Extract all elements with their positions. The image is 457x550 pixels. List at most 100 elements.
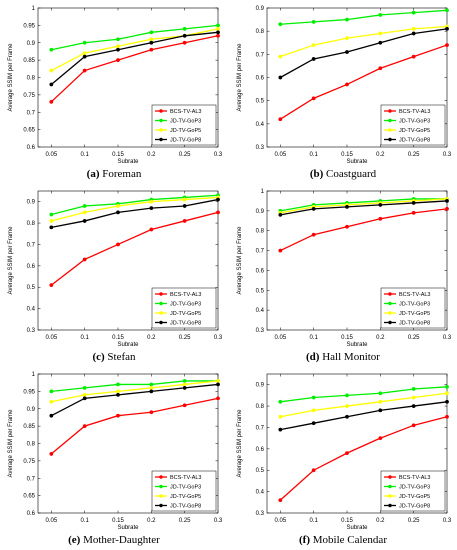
series-line-JD-TV-GoP8 — [50, 31, 219, 85]
chart-panel-1: 0.05 0.1 0.15 0.2 0.25 0.3 0.3 0.4 0.5 0.6 0.7 0.8 0… — [229, 0, 457, 183]
legend-label: JD-TV-GoP8 — [170, 504, 201, 510]
chart-svg: 0.05 0.1 0.15 0.2 0.25 0.3 0.3 0.4 0.5 0.6 0.7 0.8 0… — [237, 189, 452, 348]
series-line-BCS-TV-AL3 — [279, 44, 448, 120]
legend: BCS-TV-AL3 JD-TV-GoP3 JD-TV-GoP5 JD-TV-GoP8 — [151, 287, 217, 329]
data-point — [445, 391, 449, 396]
y-tick-label: 0.9 — [256, 6, 265, 12]
legend-marker — [159, 475, 163, 479]
data-point — [411, 395, 416, 400]
figure-caption: (d) Hall Monitor — [229, 351, 457, 363]
data-point — [149, 206, 154, 211]
data-point — [49, 212, 54, 217]
legend-marker — [159, 292, 163, 296]
data-point — [49, 47, 54, 52]
data-point — [378, 436, 383, 441]
y-tick-label: 0.4 — [256, 122, 265, 128]
x-axis-label: Subrate — [346, 525, 368, 531]
data-point — [278, 54, 283, 59]
caption-letter: (b) — [309, 168, 324, 180]
data-point — [82, 68, 87, 73]
legend-marker — [388, 137, 392, 142]
legend-marker — [388, 503, 392, 508]
data-point — [116, 204, 120, 208]
data-point — [445, 8, 449, 13]
y-tick-label: 0.5 — [27, 285, 36, 291]
x-tick-label: 0.15 — [112, 152, 124, 158]
legend-label: JD-TV-GoP8 — [399, 321, 430, 327]
data-point — [116, 58, 120, 63]
caption-letter: (f) — [299, 534, 310, 546]
y-tick-label: 0.5 — [256, 99, 265, 105]
data-point — [49, 82, 54, 87]
x-tick-label: 0.3 — [214, 152, 223, 158]
legend-marker — [388, 118, 392, 123]
data-point — [378, 391, 383, 396]
legend-marker — [388, 494, 392, 498]
chart-svg: 0.05 0.1 0.15 0.2 0.25 0.3 0.3 0.4 0.5 0.6 0.7 0.8 0… — [237, 6, 452, 165]
data-point — [216, 26, 220, 31]
data-point — [49, 283, 54, 288]
data-point — [149, 410, 154, 415]
legend: BCS-TV-AL3 JD-TV-GoP3 JD-TV-GoP5 JD-TV-GoP8 — [380, 470, 446, 512]
caption-title: Mobile Calendar — [312, 534, 387, 546]
data-point — [149, 37, 154, 42]
data-point — [378, 216, 383, 221]
data-point — [49, 225, 54, 230]
x-tick-label: 0.3 — [214, 518, 223, 524]
y-tick-label: 0.7 — [256, 249, 265, 255]
data-point — [216, 30, 220, 35]
data-point — [149, 385, 154, 390]
series-line-JD-TV-GoP3 — [280, 198, 447, 212]
series-line-JD-TV-GoP3 — [280, 9, 448, 25]
caption-title: Mother-Daughter — [83, 534, 160, 546]
chart-panel-5: 0.05 0.1 0.15 0.2 0.25 0.3 0.3 0.4 0.5 0.6 0.7 0.8 0… — [229, 366, 457, 549]
data-point — [411, 423, 416, 428]
y-tick-label: 0.7 — [27, 476, 36, 482]
data-point — [345, 50, 349, 54]
data-point — [445, 26, 449, 31]
legend-label: JD-TV-GoP5 — [399, 311, 430, 317]
y-tick-label: 0.5 — [256, 468, 265, 474]
y-tick-label: 0.4 — [256, 308, 265, 314]
chart-svg: 0.05 0.1 0.15 0.2 0.25 0.3 0.6 0.65 0.7 0.75 0.8 0.… — [8, 372, 223, 531]
data-point — [311, 395, 316, 400]
legend-marker — [159, 137, 163, 142]
data-point — [411, 10, 416, 15]
legend-marker — [388, 320, 392, 325]
y-tick-label: 0.7 — [27, 242, 36, 248]
data-point — [182, 40, 187, 45]
data-point — [149, 47, 154, 52]
y-tick-label: 0.75 — [23, 459, 35, 465]
legend: BCS-TV-AL3 JD-TV-GoP3 JD-TV-GoP5 JD-TV-GoP8 — [151, 470, 217, 512]
legend-label: JD-TV-GoP8 — [399, 504, 430, 510]
data-point — [345, 82, 349, 87]
legend-marker — [159, 311, 163, 315]
legend-label: JD-TV-GoP3 — [399, 119, 430, 125]
data-point — [411, 26, 416, 31]
x-tick-label: 0.25 — [408, 518, 420, 524]
y-tick-label: 0.9 — [27, 41, 36, 47]
legend-label: BCS-TV-AL3 — [170, 292, 201, 298]
data-point — [116, 392, 120, 397]
data-point — [149, 227, 154, 232]
figure-caption: (f) Mobile Calendar — [229, 534, 457, 546]
x-tick-label: 0.15 — [112, 335, 124, 341]
y-axis-label: Average SSIM per Frame — [237, 43, 243, 112]
x-tick-label: 0.05 — [274, 518, 286, 524]
x-tick-label: 0.3 — [443, 518, 452, 524]
data-point — [49, 451, 54, 456]
y-tick-label: 0.8 — [27, 76, 36, 82]
y-tick-label: 0.6 — [27, 511, 36, 517]
data-point — [216, 210, 220, 215]
y-tick-label: 0.9 — [27, 200, 36, 206]
data-point — [116, 389, 120, 394]
data-point — [149, 30, 154, 35]
caption-letter: (a) — [86, 168, 100, 180]
figure-caption: (e) Mother-Daughter — [0, 534, 228, 546]
caption-title: Hall Monitor — [322, 351, 380, 363]
legend-label: JD-TV-GoP3 — [170, 119, 201, 125]
legend-marker — [388, 301, 392, 306]
series-line-JD-TV-GoP5 — [280, 25, 448, 58]
x-tick-label: 0.2 — [376, 335, 385, 341]
y-tick-label: 0.5 — [256, 288, 265, 294]
